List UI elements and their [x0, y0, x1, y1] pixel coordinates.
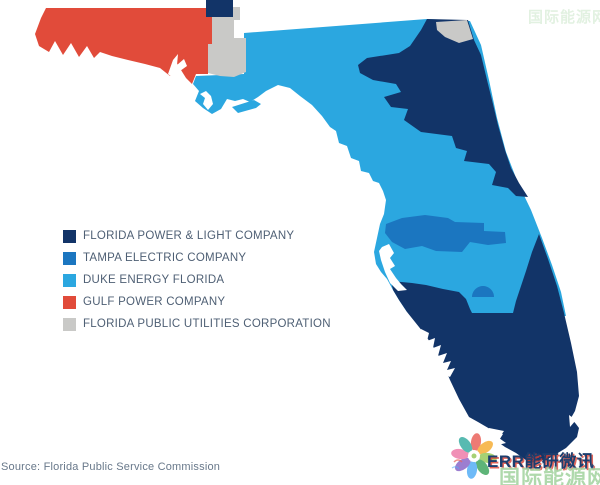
water-charlotte-harbor — [417, 329, 455, 377]
legend-swatch-fpl — [63, 230, 76, 243]
water-choctawhatchee-bay — [168, 54, 187, 80]
map-region-fpu-panhandle — [208, 7, 246, 77]
legend-label-fpu: FLORIDA PUBLIC UTILITIES CORPORATION — [83, 318, 331, 330]
legend-item-duke-energy: DUKE ENERGY FLORIDA — [63, 274, 331, 287]
legend-swatch-gulf-power — [63, 296, 76, 309]
map-region-tampa-electric-pocket — [472, 286, 494, 297]
map-region-fpl-top-square — [206, 0, 233, 17]
map-region-fpu-northeast — [436, 20, 473, 43]
legend-item-fpl: FLORIDA POWER & LIGHT COMPANY — [63, 230, 331, 243]
legend-label-tampa-electric: TAMPA ELECTRIC COMPANY — [83, 252, 247, 264]
source-note: Source: Florida Public Service Commissio… — [1, 461, 221, 473]
legend-label-gulf-power: GULF POWER COMPANY — [83, 296, 226, 308]
legend: FLORIDA POWER & LIGHT COMPANY TAMPA ELEC… — [63, 230, 331, 331]
map-region-fpl-northeast — [358, 19, 528, 197]
legend-swatch-tampa-electric — [63, 252, 76, 265]
map-region-tampa-electric — [385, 215, 506, 252]
legend-swatch-fpu — [63, 318, 76, 331]
legend-label-fpl: FLORIDA POWER & LIGHT COMPANY — [83, 230, 295, 242]
water-tampa-bay — [379, 244, 407, 291]
water-east-inlet — [569, 415, 576, 427]
map-region-fpl-south — [391, 234, 579, 463]
legend-item-fpu: FLORIDA PUBLIC UTILITIES CORPORATION — [63, 318, 331, 331]
legend-item-tampa-electric: TAMPA ELECTRIC COMPANY — [63, 252, 331, 265]
watermark-top-right-text: 国际能源网 — [527, 9, 600, 26]
map-region-gulf-power — [35, 8, 214, 84]
water-st-joseph-bay — [200, 91, 213, 110]
legend-swatch-duke-energy — [63, 274, 76, 287]
legend-item-gulf-power: GULF POWER COMPANY — [63, 296, 331, 309]
legend-label-duke-energy: DUKE ENERGY FLORIDA — [83, 274, 225, 286]
map-barrier-island — [232, 100, 261, 113]
